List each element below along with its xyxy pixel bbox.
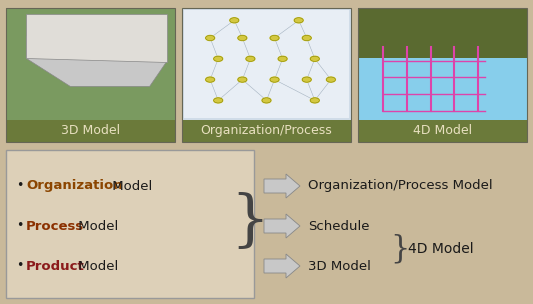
Circle shape	[310, 98, 319, 103]
FancyBboxPatch shape	[6, 150, 254, 298]
FancyBboxPatch shape	[358, 58, 527, 120]
Circle shape	[230, 18, 239, 23]
Circle shape	[262, 98, 271, 103]
Text: Organization/Process Model: Organization/Process Model	[308, 179, 492, 192]
Text: •: •	[16, 260, 23, 272]
FancyBboxPatch shape	[182, 120, 351, 142]
Circle shape	[246, 56, 255, 61]
FancyBboxPatch shape	[182, 8, 351, 120]
FancyBboxPatch shape	[358, 120, 527, 142]
Text: Schedule: Schedule	[308, 219, 369, 233]
FancyArrow shape	[264, 214, 300, 238]
Circle shape	[214, 56, 223, 61]
Text: Model: Model	[108, 179, 152, 192]
Text: Model: Model	[74, 219, 118, 233]
FancyArrow shape	[264, 174, 300, 198]
FancyBboxPatch shape	[184, 10, 349, 118]
FancyBboxPatch shape	[358, 8, 527, 120]
Text: •: •	[16, 219, 23, 233]
Circle shape	[270, 36, 279, 40]
FancyArrow shape	[264, 254, 300, 278]
Circle shape	[238, 36, 247, 40]
Text: Product Model: Product Model	[26, 260, 135, 272]
Text: Process Model: Process Model	[26, 219, 134, 233]
Text: }: }	[390, 233, 410, 264]
Circle shape	[310, 56, 319, 61]
Polygon shape	[26, 36, 166, 86]
Text: 3D Model: 3D Model	[308, 260, 371, 272]
Circle shape	[238, 77, 247, 82]
Text: Organization/Process: Organization/Process	[200, 125, 333, 137]
Text: 4D Model: 4D Model	[413, 125, 472, 137]
Text: Organization Model: Organization Model	[26, 179, 173, 192]
Circle shape	[214, 98, 223, 103]
Circle shape	[206, 77, 215, 82]
Polygon shape	[26, 14, 166, 62]
Circle shape	[326, 77, 335, 82]
Text: Model: Model	[74, 260, 118, 272]
Circle shape	[294, 18, 303, 23]
Circle shape	[302, 36, 311, 40]
Circle shape	[206, 36, 215, 40]
Text: •: •	[16, 179, 23, 192]
FancyBboxPatch shape	[6, 8, 175, 120]
FancyBboxPatch shape	[6, 120, 175, 142]
Circle shape	[278, 56, 287, 61]
Text: 4D Model: 4D Model	[408, 242, 474, 256]
Text: Organization: Organization	[26, 179, 123, 192]
Circle shape	[302, 77, 311, 82]
Circle shape	[270, 77, 279, 82]
Text: }: }	[230, 192, 270, 252]
Text: 3D Model: 3D Model	[61, 125, 120, 137]
FancyBboxPatch shape	[358, 8, 527, 58]
Text: Product: Product	[26, 260, 85, 272]
Text: Process: Process	[26, 219, 84, 233]
